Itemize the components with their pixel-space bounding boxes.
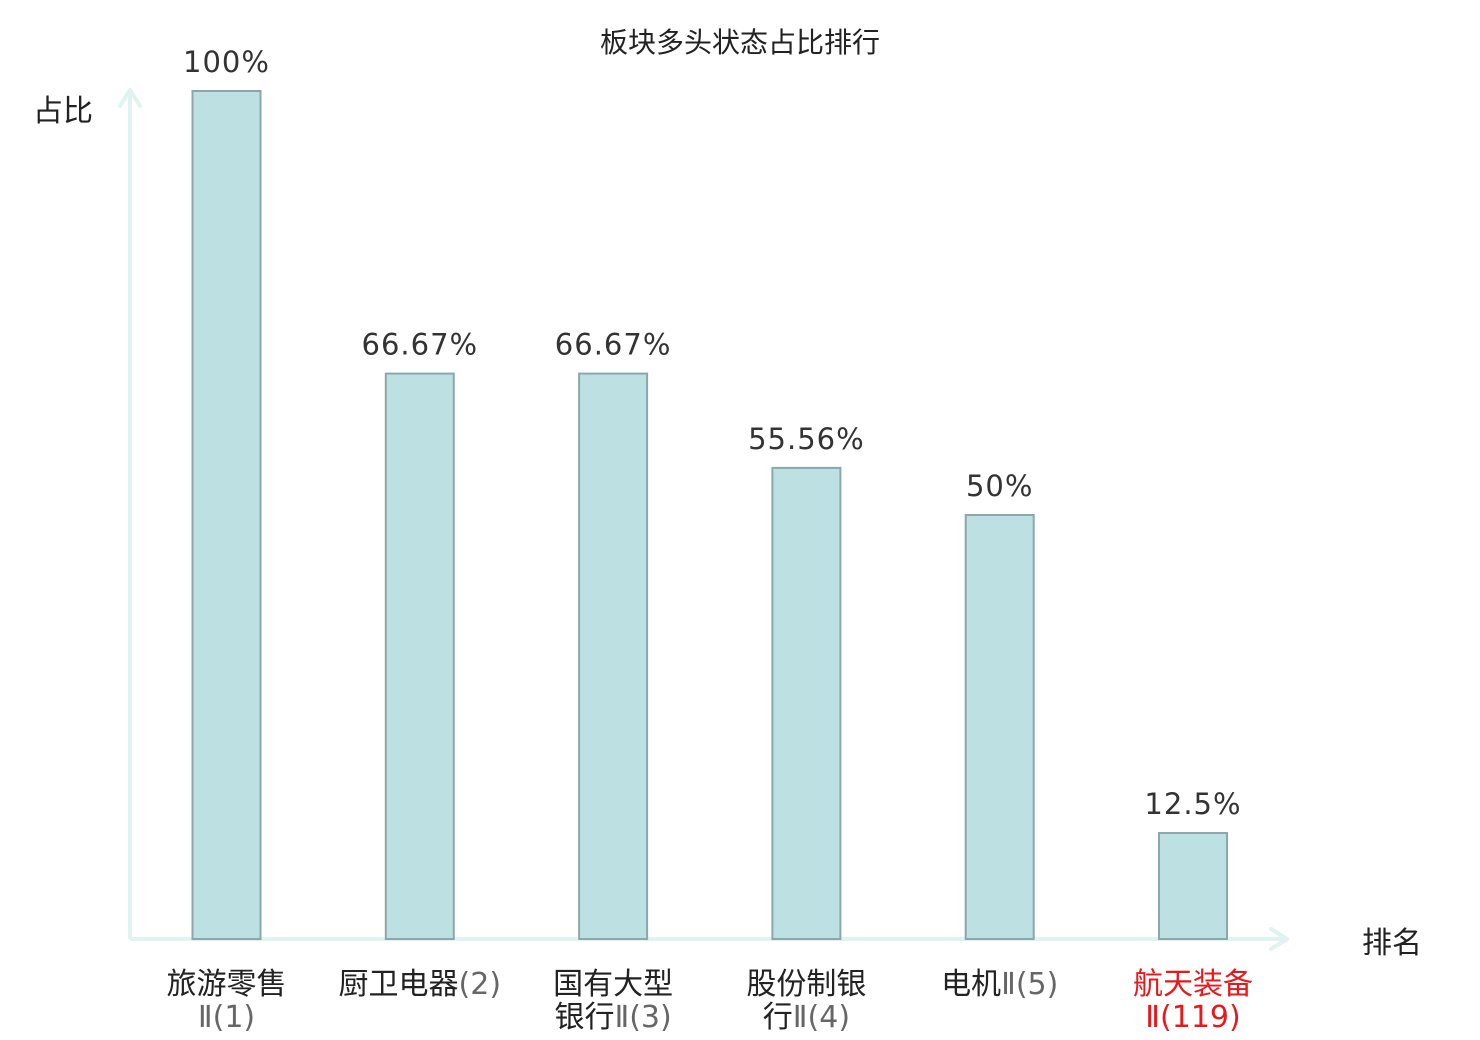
x-axis-label: 排名 bbox=[1362, 926, 1422, 961]
bar bbox=[1158, 832, 1228, 940]
tick-label: 国有大型银行Ⅱ(3) bbox=[553, 967, 673, 1035]
data-label: 66.67% bbox=[362, 328, 479, 362]
category-labels: 旅游零售 Ⅱ(1) 厨卫电器(2) 国有大型银行Ⅱ(3) 股份制银行Ⅱ(4) 电机Ⅱ(5)… bbox=[167, 967, 1254, 1035]
bar bbox=[578, 372, 649, 941]
tick-label: 厨卫电器(2) bbox=[339, 967, 502, 1002]
tick-label: 电机Ⅱ(5) bbox=[941, 967, 1058, 1002]
bar bbox=[771, 466, 842, 940]
y-axis-arrow-icon bbox=[118, 88, 142, 108]
tick-label: 旅游零售 Ⅱ(1) bbox=[167, 967, 287, 1035]
tick-label: 航天装备 Ⅱ(119) bbox=[1133, 967, 1253, 1035]
bar bbox=[191, 90, 262, 940]
bar bbox=[384, 372, 455, 941]
axes bbox=[118, 88, 1289, 951]
data-label: 66.67% bbox=[555, 328, 672, 362]
data-label: 55.56% bbox=[748, 422, 865, 456]
data-label: 100% bbox=[183, 45, 270, 79]
tick-label: 股份制银行Ⅱ(4) bbox=[746, 967, 866, 1035]
data-label: 50% bbox=[966, 469, 1033, 503]
bar bbox=[964, 514, 1035, 940]
chart-title: 板块多头状态占比排行 bbox=[600, 26, 880, 59]
value-labels: 100% 66.67% 66.67% 55.56% 50% 12.5% bbox=[183, 45, 1241, 821]
x-axis-arrow-icon bbox=[1269, 927, 1289, 951]
data-label: 12.5% bbox=[1144, 787, 1241, 821]
bars bbox=[191, 90, 1228, 941]
y-axis-label: 占比 bbox=[33, 94, 93, 129]
